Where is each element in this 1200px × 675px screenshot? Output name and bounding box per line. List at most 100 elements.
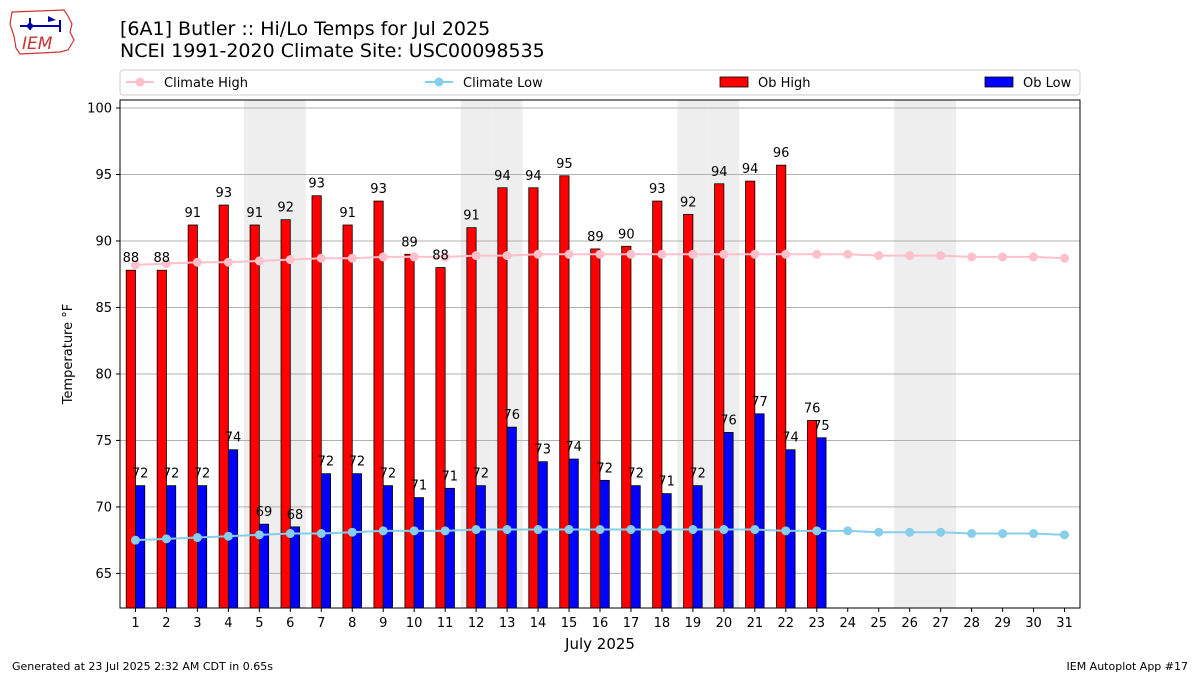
climate-low-point-day-5 xyxy=(254,530,264,540)
ob-high-bar-day-15 xyxy=(559,175,570,609)
x-tick-label-27: 27 xyxy=(932,616,949,631)
climate-high-point-day-26 xyxy=(905,251,915,261)
legend-ob-high-label: Ob High xyxy=(758,76,811,91)
x-tick-label-28: 28 xyxy=(963,616,980,631)
climate-low-point-day-19 xyxy=(688,525,698,535)
x-tick-label-7: 7 xyxy=(317,616,325,631)
climate-high-point-day-30 xyxy=(1029,252,1039,262)
ob-high-bar-day-2 xyxy=(156,269,167,609)
climate-low-point-day-16 xyxy=(595,525,605,535)
ob-low-bar-day-6 xyxy=(289,526,301,609)
legend-climate-low-label: Climate Low xyxy=(463,76,543,91)
ob-low-bar-day-23 xyxy=(816,437,827,609)
x-tick-label-2: 2 xyxy=(162,616,170,631)
ob-low-label-day-9: 72 xyxy=(380,467,397,482)
climate-low-point-day-30 xyxy=(1029,529,1039,539)
ob-high-bar-day-22 xyxy=(776,164,787,609)
climate-high-point-day-12 xyxy=(471,251,481,261)
x-tick-label-12: 12 xyxy=(468,616,485,631)
climate-low-point-day-18 xyxy=(657,525,667,535)
ob-low-bar-day-18 xyxy=(661,493,672,609)
ob-high-label-day-11: 88 xyxy=(432,249,449,264)
legend-ob-high-swatch xyxy=(719,76,749,88)
climate-high-point-day-7 xyxy=(316,253,326,263)
chart-title: [6A1] Butler :: Hi/Lo Temps for Jul 2025 xyxy=(120,18,491,40)
y-tick-label-100: 100 xyxy=(87,101,112,116)
y-tick-label-95: 95 xyxy=(95,168,112,183)
climate-low-point-day-15 xyxy=(564,525,574,535)
climate-low-point-day-14 xyxy=(533,525,543,535)
x-tick-label-21: 21 xyxy=(747,616,764,631)
ob-high-label-day-14: 94 xyxy=(525,169,542,184)
ob-high-label-day-19: 92 xyxy=(680,195,697,210)
ob-high-bar-day-3 xyxy=(187,224,198,609)
climate-low-point-day-26 xyxy=(905,527,915,537)
generated-timestamp: Generated at 23 Jul 2025 2:32 AM CDT in … xyxy=(12,660,273,673)
ob-high-label-day-18: 93 xyxy=(649,182,666,197)
legend-ob-low-label: Ob Low xyxy=(1023,76,1072,91)
x-tick-label-15: 15 xyxy=(561,616,578,631)
app-credit: IEM Autoplot App #17 xyxy=(1066,660,1189,673)
climate-high-point-day-18 xyxy=(657,249,667,259)
ob-high-label-day-15: 95 xyxy=(556,157,573,172)
ob-low-bar-day-7 xyxy=(320,473,331,609)
ob-low-label-day-21: 77 xyxy=(751,395,768,410)
climate-low-point-day-8 xyxy=(347,527,357,537)
weekend-shade-day-26 xyxy=(894,100,926,608)
climate-high-point-day-28 xyxy=(967,252,977,262)
ob-low-bar-day-17 xyxy=(630,485,641,609)
chart-title-block: [6A1] Butler :: Hi/Lo Temps for Jul 2025… xyxy=(120,18,545,62)
climate-high-point-day-2 xyxy=(161,259,171,269)
climate-low-point-day-2 xyxy=(161,534,171,544)
ob-low-bar-day-9 xyxy=(382,485,393,609)
ob-high-bar-day-13 xyxy=(497,187,508,609)
climate-low-point-day-1 xyxy=(130,535,140,545)
ob-high-label-day-16: 89 xyxy=(587,230,604,245)
ob-low-bar-day-2 xyxy=(166,485,177,609)
ob-high-label-day-5: 91 xyxy=(246,206,263,221)
x-tick-label-18: 18 xyxy=(654,616,671,631)
climate-high-point-day-11 xyxy=(440,252,450,262)
climate-high-point-day-9 xyxy=(378,252,388,262)
ob-low-label-day-15: 74 xyxy=(565,440,582,455)
ob-high-label-day-23: 76 xyxy=(804,401,821,416)
ob-low-label-day-23: 75 xyxy=(813,419,830,434)
ob-low-bar-day-14 xyxy=(537,461,548,609)
ob-low-label-day-19: 72 xyxy=(689,467,706,482)
ob-low-label-day-13: 76 xyxy=(503,408,520,423)
x-tick-label-6: 6 xyxy=(286,616,294,631)
x-tick-label-9: 9 xyxy=(379,616,387,631)
ob-low-label-day-12: 72 xyxy=(473,467,490,482)
ob-high-label-day-2: 88 xyxy=(154,251,171,266)
x-tick-label-23: 23 xyxy=(809,616,826,631)
ob-low-label-day-6: 68 xyxy=(287,508,304,523)
climate-low-point-day-10 xyxy=(409,526,419,536)
climate-high-point-day-19 xyxy=(688,249,698,259)
ob-low-bar-day-21 xyxy=(754,413,765,609)
climate-low-point-day-31 xyxy=(1060,530,1070,540)
ob-low-label-day-7: 72 xyxy=(318,455,335,470)
legend-climate-low-swatch-marker xyxy=(434,77,444,87)
x-tick-label-17: 17 xyxy=(623,616,640,631)
climate-low-point-day-3 xyxy=(192,533,202,543)
y-axis-label: Temperature °F xyxy=(61,304,76,405)
ob-high-bar-day-18 xyxy=(652,200,663,609)
y-tick-label-80: 80 xyxy=(95,367,112,382)
climate-high-point-day-29 xyxy=(998,252,1008,262)
climate-high-point-day-15 xyxy=(564,249,574,259)
ob-low-bar-day-20 xyxy=(723,432,734,609)
ob-high-label-day-4: 93 xyxy=(215,186,232,201)
ob-high-bar-day-11 xyxy=(435,267,446,609)
climate-high-point-day-1 xyxy=(130,260,140,270)
ob-low-label-day-10: 71 xyxy=(411,479,428,494)
y-tick-label-90: 90 xyxy=(95,234,112,249)
ob-high-label-day-22: 96 xyxy=(773,146,790,161)
climate-low-point-day-9 xyxy=(378,526,388,536)
y-tick-label-70: 70 xyxy=(95,500,112,515)
y-tick-label-85: 85 xyxy=(95,301,112,316)
ob-low-label-day-20: 76 xyxy=(720,413,737,428)
climate-high-point-day-10 xyxy=(409,252,419,262)
x-tick-label-5: 5 xyxy=(255,616,263,631)
ob-low-bar-day-12 xyxy=(475,485,486,609)
ob-high-label-day-13: 94 xyxy=(494,169,511,184)
